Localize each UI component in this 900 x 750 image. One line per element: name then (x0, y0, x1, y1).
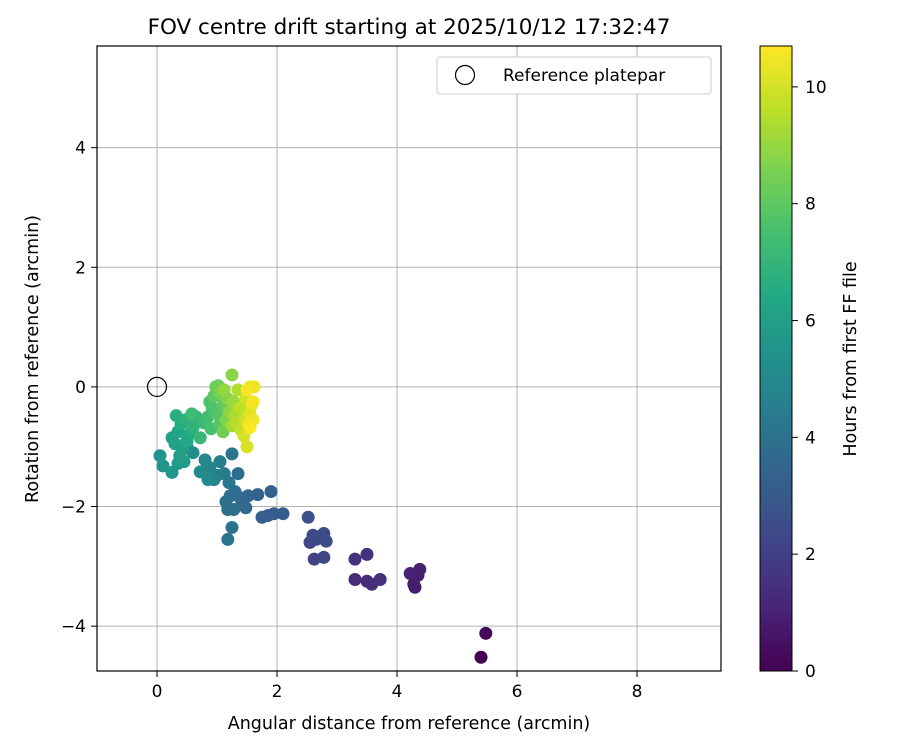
colorbar-ticks: 0 2 4 6 8 10 (792, 78, 827, 682)
y-tick-label: −4 (61, 617, 86, 637)
colorbar-label: Hours from first FF file (841, 261, 861, 456)
x-axis: 0 2 4 6 8 (152, 671, 643, 702)
data-point (373, 572, 387, 586)
data-point (251, 488, 265, 502)
data-point (153, 449, 167, 463)
scatter-points (153, 368, 493, 664)
data-point (348, 552, 362, 566)
data-point (360, 547, 374, 561)
data-point (231, 467, 245, 481)
data-point (255, 510, 269, 524)
data-point (301, 510, 315, 524)
data-point (243, 421, 257, 435)
data-point (239, 501, 253, 515)
data-point (193, 465, 207, 479)
data-point (306, 528, 320, 542)
data-point (185, 407, 199, 421)
y-tick-label: 4 (75, 139, 86, 159)
data-point (479, 626, 493, 640)
data-point (264, 485, 278, 499)
data-point (240, 383, 254, 397)
y-tick-label: 0 (75, 378, 86, 398)
data-point (213, 455, 227, 469)
data-point (227, 503, 241, 517)
data-point (231, 383, 245, 397)
data-point (276, 507, 290, 521)
grid-lines (97, 46, 721, 671)
colorbar-tick-label: 10 (805, 78, 827, 98)
legend-marker-icon (454, 64, 476, 86)
x-tick-label: 4 (392, 682, 403, 702)
y-tick-label: 2 (75, 258, 86, 278)
axes-frame (96, 45, 722, 672)
colorbar: 0 2 4 6 8 10 Hours from first FF file (759, 45, 861, 682)
data-point (403, 567, 417, 581)
colorbar-tick-label: 6 (805, 312, 816, 332)
data-point (317, 550, 331, 564)
y-tick-label: −2 (61, 498, 86, 518)
data-point (177, 455, 191, 469)
colorbar-tick-label: 0 (805, 662, 816, 682)
data-point (348, 572, 362, 586)
data-point (217, 383, 231, 397)
data-point (186, 421, 200, 435)
reference-marker (146, 376, 168, 398)
data-point (319, 534, 333, 548)
data-point (240, 440, 254, 454)
colorbar-tick-label: 2 (805, 545, 816, 565)
data-point (193, 431, 207, 445)
colorbar-tick-label: 8 (805, 195, 816, 215)
plot-area (96, 45, 722, 672)
x-tick-label: 6 (512, 682, 523, 702)
legend-box (436, 56, 712, 95)
data-point (225, 368, 239, 382)
colorbar-tick-label: 4 (805, 428, 816, 448)
y-axis-label: Rotation from reference (arcmin) (23, 215, 43, 503)
x-tick-label: 2 (272, 682, 283, 702)
reference-point (146, 376, 168, 398)
y-axis: −4 −2 0 2 4 (61, 139, 97, 637)
data-point (246, 395, 260, 409)
data-point (221, 532, 235, 546)
data-point (156, 459, 170, 473)
data-point (225, 447, 239, 461)
x-tick-label: 8 (632, 682, 643, 702)
data-point (474, 650, 488, 664)
x-tick-label: 0 (152, 682, 163, 702)
chart-title: FOV centre drift starting at 2025/10/12 … (148, 15, 671, 40)
colorbar-gradient (759, 45, 793, 672)
legend-label: Reference platepar (503, 66, 665, 86)
data-point (225, 520, 239, 534)
legend: Reference platepar (436, 56, 712, 95)
data-point (198, 453, 212, 467)
data-point (307, 552, 321, 566)
x-axis-label: Angular distance from reference (arcmin) (228, 714, 591, 734)
plot-background (97, 46, 721, 671)
